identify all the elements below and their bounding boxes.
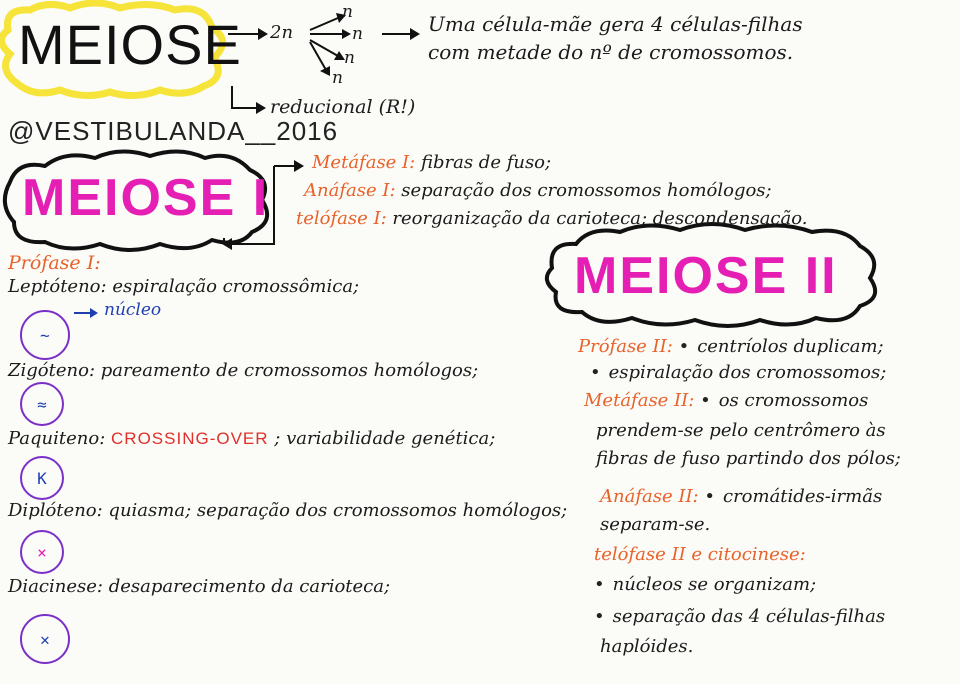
diploteno-cell-icon: ×: [20, 530, 64, 574]
telofase2-bullet-2: separação das 4 células-filhas: [594, 606, 885, 627]
diacinese-label: Diacinese:: [8, 576, 103, 597]
title-cloud-outline: [0, 0, 226, 99]
telofase2-label: telófase II e citocinese:: [594, 544, 806, 565]
chromosome-2n-label: 2n: [270, 22, 294, 43]
telofase2-bullet-1: núcleos se organizam;: [594, 574, 816, 595]
anafase1-text: separação dos cromossomos homólogos;: [401, 180, 772, 201]
diploteno-label: Diplóteno:: [8, 500, 103, 521]
metafase1-label: Metáfase I:: [312, 152, 416, 173]
anafase2-text: cromátides-irmãs: [704, 486, 882, 507]
zigoteno-cell-icon: ≈: [20, 382, 64, 426]
zigoteno-label: Zigóteno:: [8, 360, 96, 381]
diacinese-cell-icon: ✕: [20, 614, 70, 664]
metafase1-line: Metáfase I: fibras de fuso;: [312, 152, 551, 173]
metafase2-line-3: fibras de fuso partindo dos pólos;: [596, 448, 901, 469]
meiose1-cloud-outline: [2, 149, 270, 252]
profase1-label: Prófase I:: [8, 252, 101, 274]
diploteno-text: quiasma; separação dos cromossomos homól…: [108, 500, 568, 521]
description-line-1: Uma célula-mãe gera 4 células-filhas: [428, 12, 803, 36]
author-handle: @VESTIBULANDA__2016: [8, 116, 339, 146]
profase2-bullet: espiralação dos cromossomos;: [590, 362, 887, 383]
meiose2-cloud-outline: [544, 222, 878, 328]
reducional-note: reducional (R!): [270, 96, 416, 118]
profase2-line: Prófase II: centríolos duplicam;: [578, 336, 884, 357]
main-title: MEIOSE: [18, 13, 242, 76]
crossing-over-highlight: CROSSING-OVER: [111, 429, 269, 448]
chromosome-n-label-1: n: [342, 2, 353, 22]
profase2-label: Prófase II:: [578, 336, 673, 357]
nucleo-note: núcleo: [104, 300, 162, 320]
telofase2-bullet-2-line-2: haplóides.: [600, 636, 694, 657]
zigoteno-text: pareamento de cromossomos homólogos;: [100, 360, 479, 381]
anafase2-label: Anáfase II:: [600, 486, 699, 507]
diacinese-text: desaparecimento da carioteca;: [108, 576, 391, 597]
metafase2-label: Metáfase II:: [584, 390, 695, 411]
paquiteno-cell-icon: K: [20, 456, 64, 500]
meiose2-title: MEIOSE II: [574, 247, 838, 305]
anafase1-line: Anáfase I: separação dos cromossomos hom…: [304, 180, 772, 201]
paquiteno-line: Paquiteno: CROSSING-OVER ; variabilidade…: [8, 428, 495, 449]
metafase2-line-2: prendem-se pelo centrômero às: [596, 420, 886, 441]
leptoteno-label: Leptóteno:: [8, 276, 107, 297]
chromosome-n-label-2: n: [352, 24, 363, 44]
anafase2-line: Anáfase II: cromátides-irmãs: [600, 486, 882, 507]
anafase1-label: Anáfase I:: [304, 180, 396, 201]
paquiteno-label: Paquiteno:: [8, 428, 106, 449]
anafase2-line-2: separam-se.: [600, 514, 711, 535]
profase2-text: centríolos duplicam;: [679, 336, 884, 357]
description-line-2: com metade do nº de cromossomos.: [428, 40, 794, 64]
metafase2-text: os cromossomos: [700, 390, 868, 411]
zigoteno-line: Zigóteno: pareamento de cromossomos homó…: [8, 360, 478, 381]
telofase1-label: telófase I:: [296, 208, 387, 229]
diacinese-line: Diacinese: desaparecimento da carioteca;: [8, 576, 390, 597]
chromosome-n-label-4: n: [332, 68, 343, 88]
paquiteno-text: ; variabilidade genética;: [274, 428, 496, 449]
diploteno-line: Diplóteno: quiasma; separação dos cromos…: [8, 500, 567, 521]
telofase1-text: reorganização da carioteca; descondensaç…: [392, 208, 808, 229]
leptoteno-cell-icon: ~: [20, 310, 70, 360]
metafase2-line: Metáfase II: os cromossomos: [584, 390, 868, 411]
chromosome-n-label-3: n: [344, 48, 355, 68]
leptoteno-text: espiralação cromossômica;: [112, 276, 360, 297]
metafase1-text: fibras de fuso;: [420, 152, 552, 173]
meiose1-title: MEIOSE I: [22, 169, 270, 227]
leptoteno-line: Leptóteno: espiralação cromossômica;: [8, 276, 359, 297]
telofase1-line: telófase I: reorganização da carioteca; …: [296, 208, 807, 229]
